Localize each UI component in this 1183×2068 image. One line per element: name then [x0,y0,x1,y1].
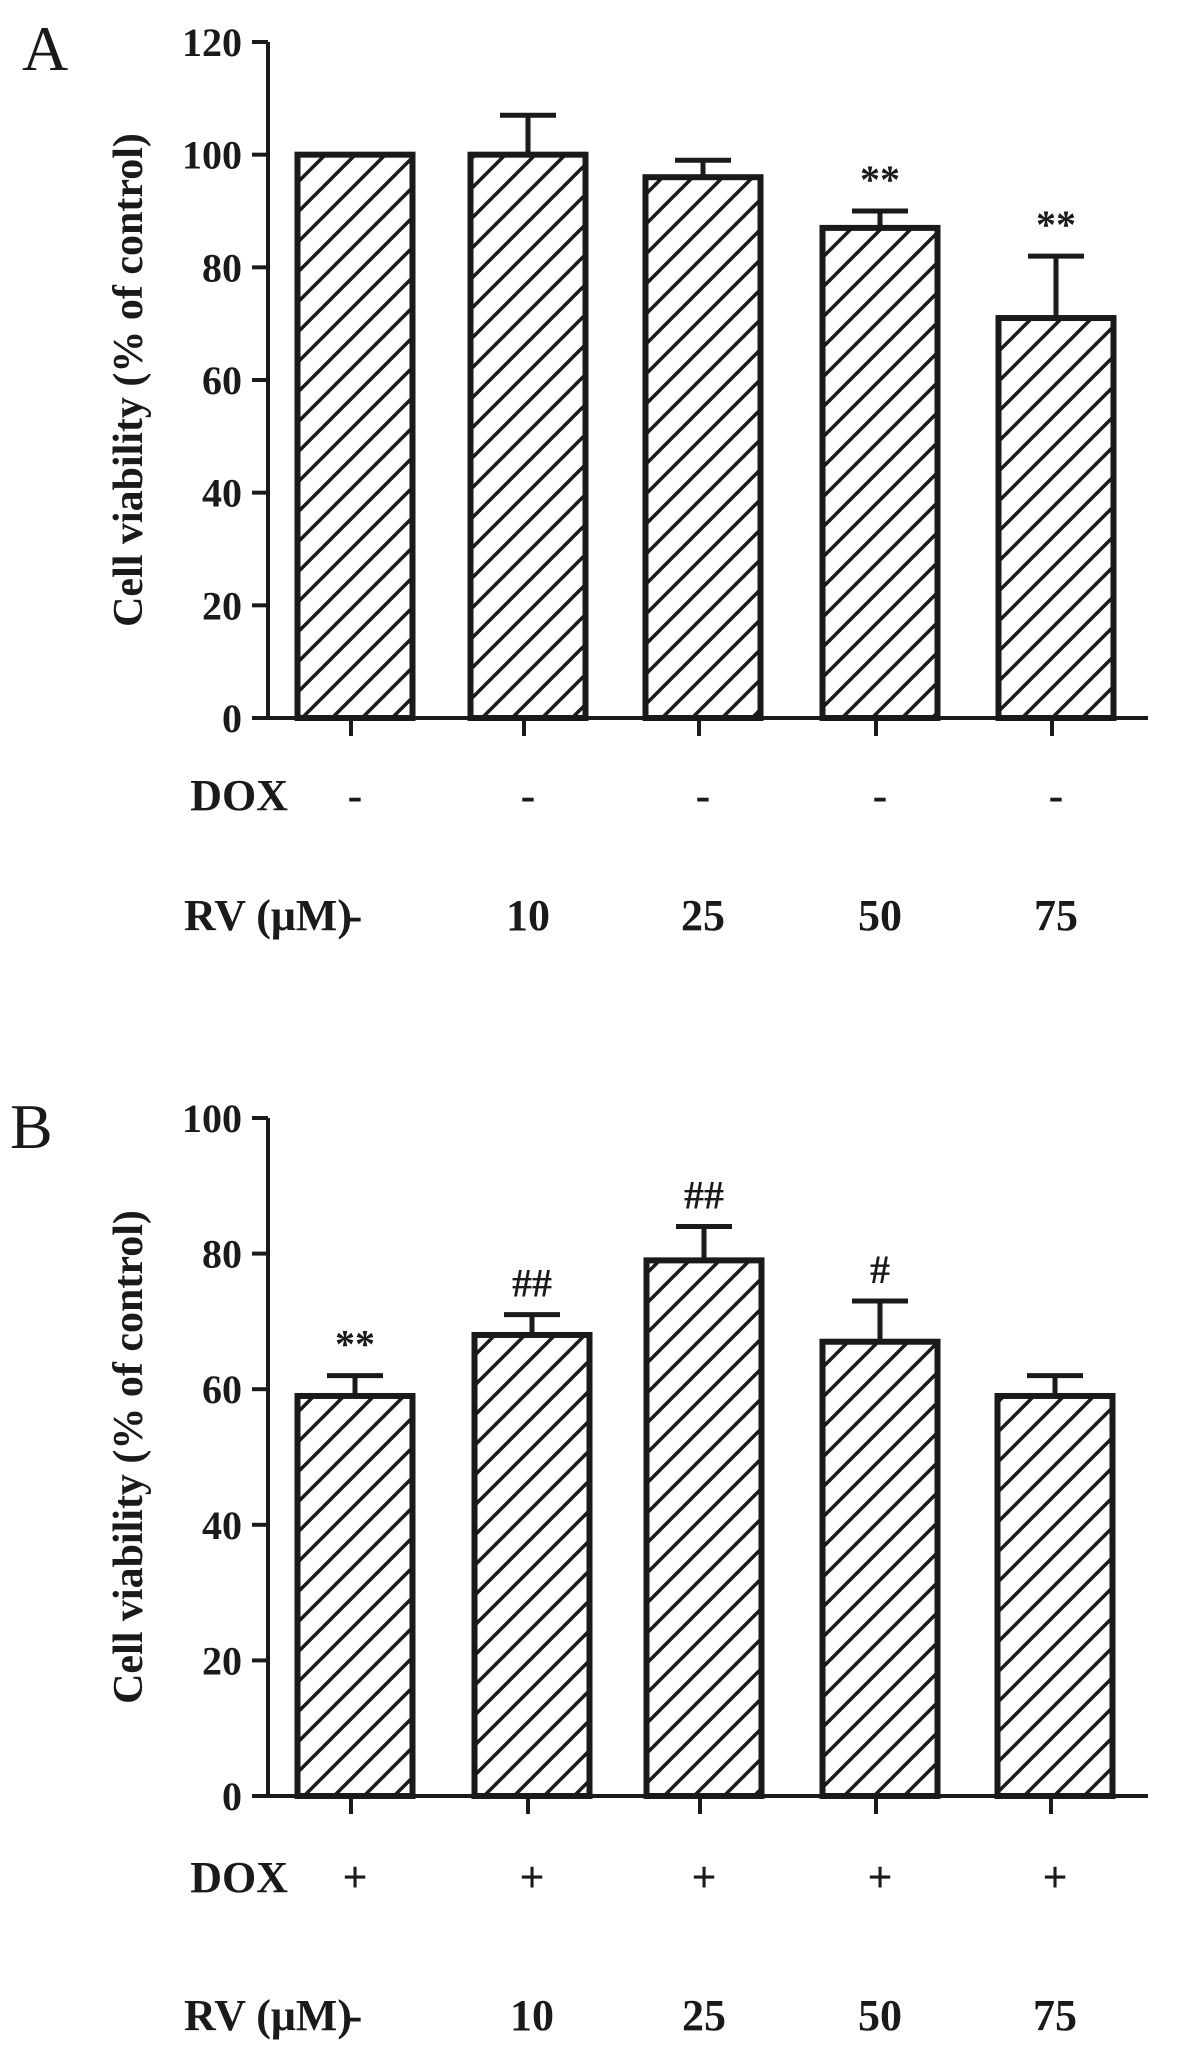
y-tick-label: 0 [222,696,242,741]
y-tick-label: 80 [202,245,242,290]
bar [294,1392,416,1799]
condition-value: 75 [1034,891,1078,940]
condition-value: 50 [858,891,902,940]
significance-marker: # [870,1247,890,1292]
condition-row-label: DOX [190,771,288,820]
y-tick-label: 40 [202,1503,242,1548]
condition-row-label: RV (μM) [184,1991,352,2040]
bar [819,1338,941,1799]
bar [995,315,1117,721]
significance-marker: ** [860,157,900,202]
bar [642,174,764,721]
bar [471,1331,593,1799]
condition-value: - [521,771,536,820]
y-tick-label: 60 [202,358,242,403]
bar [819,224,941,721]
condition-value: - [348,771,363,820]
y-tick-label: 60 [202,1367,242,1412]
significance-marker: ## [684,1172,724,1217]
condition-value: + [1042,1853,1067,1902]
chart-panel-a: A Cell viability (% of control) 0 20 40 60 80 1… [22,13,1148,940]
y-tick-label: 100 [182,1096,242,1141]
chart-panels: A Cell viability (% of control) 0 20 40 60 80 1… [10,13,1148,2040]
condition-value: - [348,891,363,940]
condition-value: 25 [681,891,725,940]
bar [467,151,589,721]
chart-panel-b: B Cell viability (% of control) 0 20 40 60 80 1… [10,1091,1148,2040]
condition-value: + [691,1853,716,1902]
y-tick-label: 100 [182,133,242,178]
condition-row-label: RV (μM) [184,891,352,940]
condition-value: - [1049,771,1064,820]
condition-value: 10 [510,1991,554,2040]
condition-value: + [867,1853,892,1902]
condition-value: 10 [506,891,550,940]
bar [994,1392,1116,1799]
panel-letter: B [10,1091,53,1162]
condition-value: 25 [682,1991,726,2040]
y-axis-label: Cell viability (% of control) [106,133,152,627]
significance-marker: ** [335,1322,375,1367]
y-tick-label: 120 [182,20,242,65]
condition-value: - [696,771,711,820]
significance-marker: ** [1036,202,1076,247]
y-axis-label: Cell viability (% of control) [106,1210,152,1704]
condition-value: - [348,1991,363,2040]
condition-value: - [873,771,888,820]
bar [294,151,416,721]
y-tick-label: 80 [202,1232,242,1277]
y-tick-label: 0 [222,1774,242,1819]
condition-value: + [519,1853,544,1902]
y-tick-label: 20 [202,1638,242,1683]
y-tick-label: 40 [202,471,242,516]
bar [643,1257,765,1799]
y-tick-label: 20 [202,583,242,628]
condition-value: 50 [858,1991,902,2040]
condition-row-label: DOX [190,1853,288,1902]
condition-value: 75 [1033,1991,1077,2040]
panel-letter: A [22,13,68,84]
condition-value: + [342,1853,367,1902]
significance-marker: ## [512,1261,552,1306]
